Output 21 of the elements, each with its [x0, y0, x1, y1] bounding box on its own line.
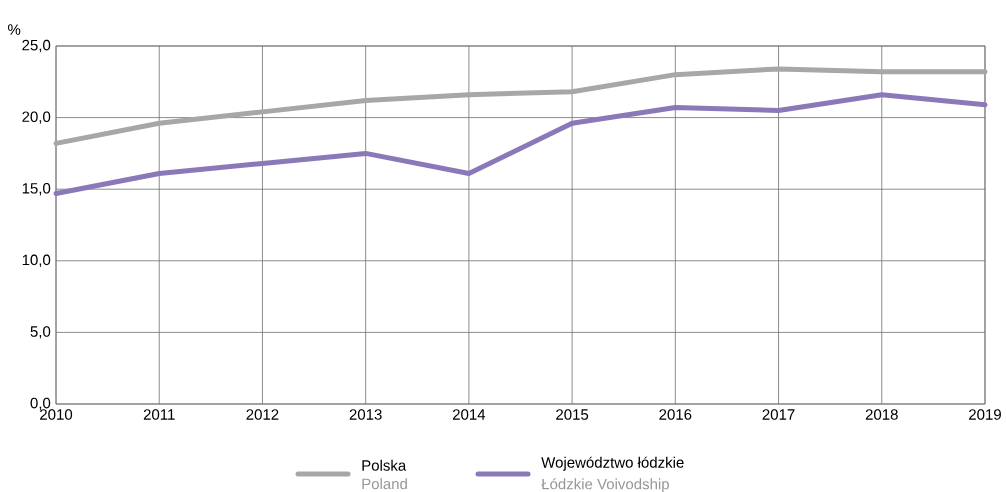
legend-label: Polska: [362, 459, 407, 471]
x-tick-label: 2013: [349, 409, 382, 420]
x-tick-label: 2014: [452, 409, 486, 420]
x-tick-label: 2010: [40, 409, 73, 420]
x-tick-label: 2019: [969, 409, 1001, 420]
y-tick-label: 0,0: [30, 397, 51, 411]
y-tick-label: 25,0: [22, 39, 51, 53]
y-tick-label: 5,0: [30, 326, 51, 339]
x-tick-label: 2018: [865, 409, 898, 420]
x-tick-label: 2012: [246, 409, 279, 420]
x-tick-label: 2017: [762, 409, 795, 420]
legend-label: Województwo łódzkie: [541, 456, 684, 471]
y-axis-title: %: [8, 24, 21, 35]
y-tick-label: 15,0: [22, 182, 51, 196]
text: Łódzkie Voivodship: [541, 478, 669, 492]
x-tick-label: 2011: [143, 409, 175, 420]
x-tick-label: 2015: [556, 409, 589, 420]
text: Poland: [362, 478, 407, 490]
y-tick-label: 20,0: [22, 111, 51, 124]
y-tick-label: 10,0: [22, 254, 51, 267]
x-tick-label: 2016: [659, 409, 692, 420]
